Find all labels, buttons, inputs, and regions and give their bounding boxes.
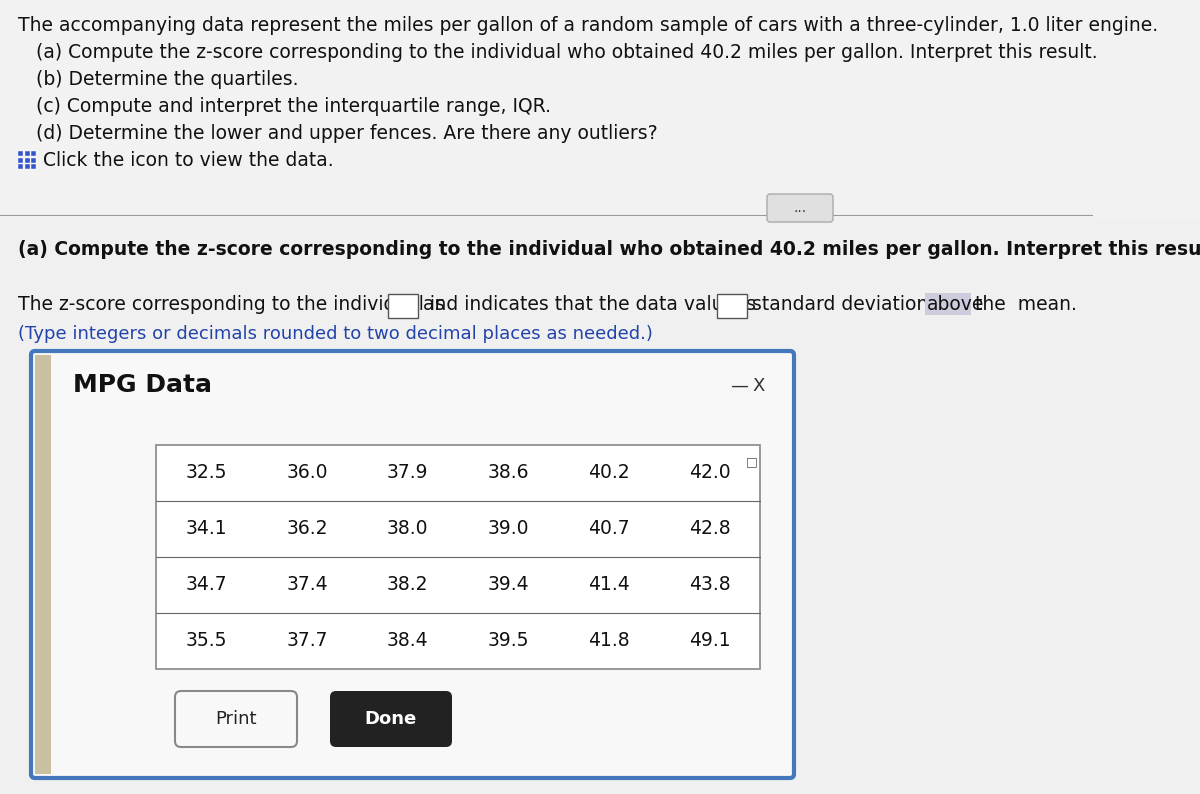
FancyBboxPatch shape — [175, 691, 298, 747]
Text: (d) Determine the lower and upper fences. Are there any outliers?: (d) Determine the lower and upper fences… — [18, 124, 658, 143]
Text: 35.5: 35.5 — [186, 631, 227, 650]
FancyBboxPatch shape — [31, 351, 794, 778]
Text: 34.7: 34.7 — [186, 576, 227, 595]
Text: MPG Data: MPG Data — [73, 373, 212, 397]
Text: (a) Compute the z-score corresponding to the individual who obtained 40.2 miles : (a) Compute the z-score corresponding to… — [18, 43, 1098, 62]
FancyBboxPatch shape — [0, 0, 1200, 220]
FancyBboxPatch shape — [925, 293, 971, 315]
Bar — [156, 445, 760, 669]
FancyBboxPatch shape — [31, 164, 36, 169]
Text: 36.0: 36.0 — [287, 464, 328, 483]
Text: (Type integers or decimals rounded to two decimal places as needed.): (Type integers or decimals rounded to tw… — [18, 325, 653, 343]
Text: Click the icon to view the data.: Click the icon to view the data. — [43, 151, 334, 170]
Text: 41.8: 41.8 — [588, 631, 630, 650]
Text: The accompanying data represent the miles per gallon of a random sample of cars : The accompanying data represent the mile… — [18, 16, 1158, 35]
Text: 37.4: 37.4 — [286, 576, 328, 595]
Text: 32.5: 32.5 — [186, 464, 227, 483]
Text: 42.8: 42.8 — [689, 519, 731, 538]
Text: (a) Compute the z-score corresponding to the individual who obtained 40.2 miles : (a) Compute the z-score corresponding to… — [18, 240, 1200, 259]
Text: □: □ — [746, 455, 758, 468]
Text: the  mean.: the mean. — [968, 295, 1076, 314]
FancyBboxPatch shape — [0, 218, 1200, 794]
Bar — [35, 355, 50, 774]
FancyBboxPatch shape — [31, 157, 36, 163]
Text: 38.2: 38.2 — [386, 576, 428, 595]
Text: and indicates that the data value is: and indicates that the data value is — [418, 295, 762, 314]
Text: Print: Print — [215, 710, 257, 728]
FancyBboxPatch shape — [18, 157, 23, 163]
Text: ...: ... — [793, 201, 806, 215]
FancyBboxPatch shape — [716, 294, 746, 318]
Text: standard deviation(s): standard deviation(s) — [745, 295, 959, 314]
Text: (b) Determine the quartiles.: (b) Determine the quartiles. — [18, 70, 299, 89]
Text: X: X — [752, 377, 764, 395]
Text: 37.7: 37.7 — [287, 631, 328, 650]
FancyBboxPatch shape — [24, 151, 30, 156]
Text: 43.8: 43.8 — [689, 576, 731, 595]
Text: 40.2: 40.2 — [588, 464, 630, 483]
FancyBboxPatch shape — [767, 194, 833, 222]
Text: 39.0: 39.0 — [487, 519, 529, 538]
Text: 37.9: 37.9 — [386, 464, 428, 483]
FancyBboxPatch shape — [31, 151, 36, 156]
Text: 40.7: 40.7 — [588, 519, 630, 538]
Text: (c) Compute and interpret the interquartile range, IQR.: (c) Compute and interpret the interquart… — [18, 97, 551, 116]
Text: 36.2: 36.2 — [287, 519, 328, 538]
Text: 41.4: 41.4 — [588, 576, 630, 595]
Text: The z-score corresponding to the individual is: The z-score corresponding to the individ… — [18, 295, 451, 314]
Text: 42.0: 42.0 — [689, 464, 731, 483]
Text: Done: Done — [365, 710, 418, 728]
Text: 34.1: 34.1 — [186, 519, 227, 538]
FancyBboxPatch shape — [330, 691, 452, 747]
FancyBboxPatch shape — [24, 164, 30, 169]
FancyBboxPatch shape — [18, 164, 23, 169]
Text: above: above — [928, 295, 984, 314]
FancyBboxPatch shape — [18, 151, 23, 156]
Text: 38.0: 38.0 — [386, 519, 428, 538]
Text: —: — — [730, 377, 748, 395]
FancyBboxPatch shape — [389, 294, 419, 318]
Text: 39.4: 39.4 — [487, 576, 529, 595]
Text: 39.5: 39.5 — [487, 631, 529, 650]
FancyBboxPatch shape — [24, 157, 30, 163]
Text: 38.4: 38.4 — [386, 631, 428, 650]
Text: 38.6: 38.6 — [487, 464, 529, 483]
Text: 49.1: 49.1 — [689, 631, 731, 650]
